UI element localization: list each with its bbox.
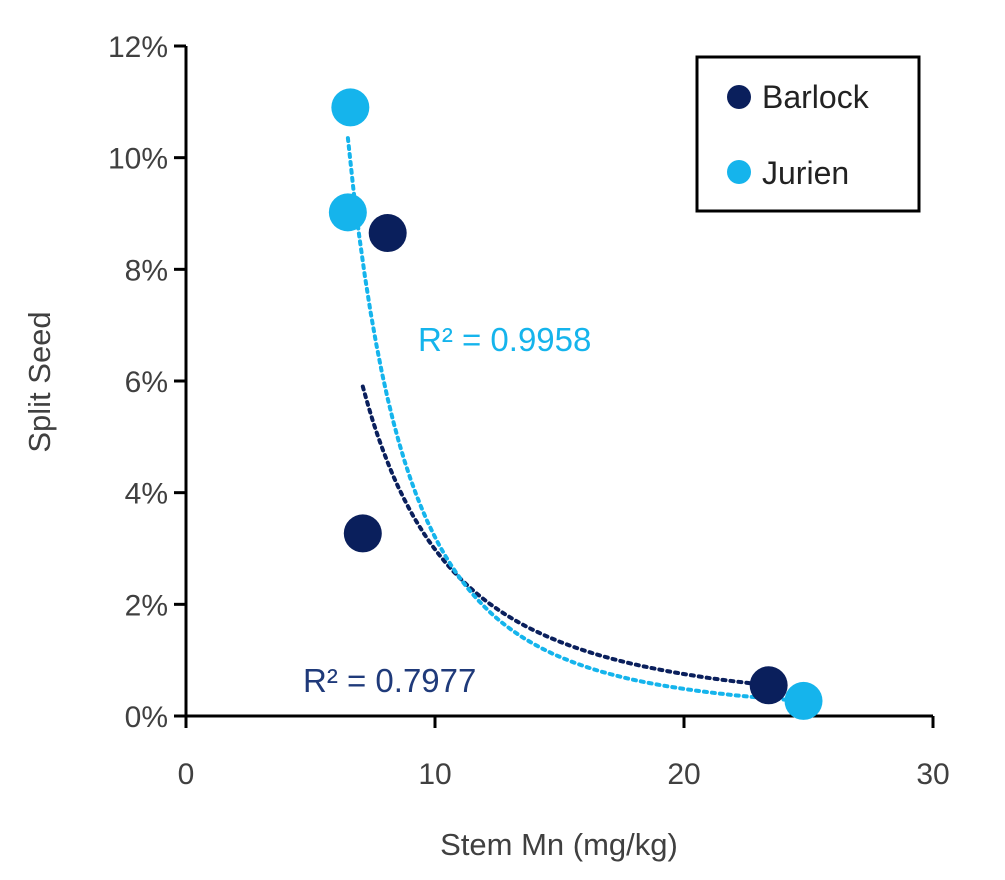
legend-marker-jurien <box>727 160 751 184</box>
x-tick-label: 10 <box>418 758 451 791</box>
legend-marker-barlock <box>727 85 751 109</box>
y-tick-label: 2% <box>125 589 168 622</box>
point-jurien <box>328 193 367 232</box>
y-tick-label: 10% <box>108 143 168 176</box>
point-barlock <box>343 514 382 553</box>
point-barlock <box>368 214 407 253</box>
y-tick-label: 8% <box>125 254 168 287</box>
r2-label-jurien: R² = 0.9958 <box>418 321 591 358</box>
y-tick-label: 6% <box>125 366 168 399</box>
y-tick-label: 12% <box>108 31 168 64</box>
point-jurien <box>331 88 370 127</box>
x-tick-label: 0 <box>178 758 195 791</box>
y-axis-title: Split Seed <box>22 311 57 452</box>
r2-label-barlock: R² = 0.7977 <box>303 662 476 699</box>
x-axis-title: Stem Mn (mg/kg) <box>440 827 678 862</box>
point-barlock <box>749 666 788 705</box>
legend-label-barlock: Barlock <box>762 79 870 115</box>
trendline-barlock <box>360 384 771 688</box>
trendlines <box>345 136 806 703</box>
y-tick-label: 4% <box>125 478 168 511</box>
legend: Barlock Jurien <box>695 55 921 213</box>
x-tick-label: 30 <box>916 758 949 791</box>
point-jurien <box>784 681 823 720</box>
ticks: 0% 2% 4% 6% 8% 10% 12% 0 10 20 30 <box>108 31 950 791</box>
r-squared-annotations: R² = 0.7977 R² = 0.9958 <box>303 321 591 699</box>
y-tick-label: 0% <box>125 701 168 734</box>
data-points <box>328 88 823 720</box>
legend-box <box>695 55 921 213</box>
trendline-jurien <box>345 136 806 703</box>
x-tick-label: 20 <box>667 758 700 791</box>
legend-label-jurien: Jurien <box>762 155 849 191</box>
